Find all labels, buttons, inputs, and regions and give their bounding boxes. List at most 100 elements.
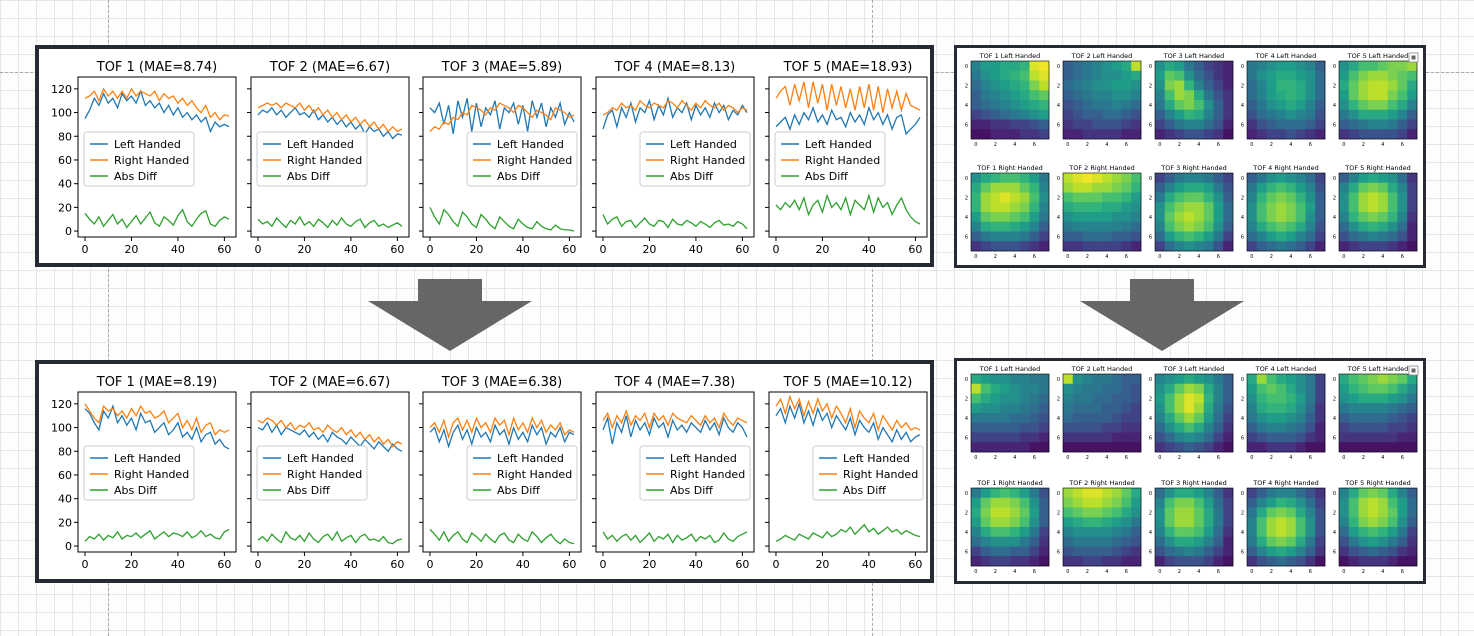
heatmap-cell [1295,383,1306,394]
heatmap-cell [1082,442,1093,453]
heatmap-cell [1111,527,1122,538]
heatmap-cell [1121,100,1132,111]
heatmap-cell [1387,488,1398,499]
heatmap-x-tick: 0 [1158,142,1161,148]
heatmap-cell [1247,442,1258,453]
subplot-title: TOF 3 (MAE=5.89) [441,60,563,75]
heatmap-cell [1010,129,1021,140]
heatmap-cell [1348,212,1359,223]
heatmap-cell [1397,422,1408,433]
heatmap-cell [1029,221,1040,232]
right-handed-line [602,99,748,116]
heatmap-cell [1010,422,1021,433]
heatmap-cell [1019,422,1030,433]
heatmap-y-tick: 2 [965,510,968,516]
heatmap-cell [1286,527,1297,538]
heatmap-cell [1155,231,1166,242]
heatmap-cell [990,403,1001,414]
heatmap-cell [1010,80,1021,91]
heatmap-cell [1131,212,1142,223]
heatmap-cell [971,432,982,443]
heatmap-cell [1039,90,1050,101]
legend-entry: Left Handed [670,138,737,151]
heatmap-cell [1029,202,1040,213]
heatmap-x-tick: 2 [994,142,997,148]
y-tick-label: 120 [51,83,72,96]
heatmap-cell [1194,442,1205,453]
heatmap-frame [1338,172,1418,252]
heatmap-cell [1305,432,1316,443]
heatmap-cell [1368,202,1379,213]
heatmap-cell [1010,61,1021,72]
heatmap-cell [1368,182,1379,193]
heatmap-cell [1029,432,1040,443]
heatmap-cell [980,422,991,433]
heatmap-cell [1029,100,1040,111]
heatmap-cell [1000,129,1011,140]
heatmap-cell [1029,173,1040,184]
heatmap-cell [1397,61,1408,72]
heatmap-y-tick: 0 [1149,491,1152,497]
heatmap-cell [1256,129,1267,140]
heatmap-x-tick: 4 [1013,254,1016,260]
heatmap-cell [1072,221,1083,232]
heatmap-cell [1184,241,1195,252]
heatmap-cell [1276,119,1287,130]
heatmap-cell [1348,536,1359,547]
heatmap-cell [1131,173,1142,184]
heatmap-cell [1348,413,1359,424]
heatmap-cell [1010,442,1021,453]
heatmap-cell [1092,413,1103,424]
heatmap-x-tick: 2 [1178,455,1181,461]
heatmap-cell [1174,517,1185,528]
heatmap-cell [1368,80,1379,91]
heatmap-cell [1203,556,1214,567]
heatmap-cell [1184,403,1195,414]
heatmap-cell [1305,192,1316,203]
heatmap-x-tick: 2 [1086,455,1089,461]
heatmap-cell [1082,173,1093,184]
heatmap-cell [1223,119,1234,130]
heatmap-cell [1131,182,1142,193]
heatmap-cell [1358,231,1369,242]
heatmap-cell [1203,80,1214,91]
heatmap-x-tick: 4 [1381,254,1384,260]
heatmap-cell [1155,422,1166,433]
heatmap-cell [1000,497,1011,508]
x-tick-label: 60 [390,558,404,571]
heatmap-cell [1358,507,1369,518]
heatmap-cell [971,556,982,567]
heatmap-x-tick: 6 [1217,455,1220,461]
heatmap-cell [1387,556,1398,567]
heatmap-cell [1019,413,1030,424]
heatmap-cell [1000,517,1011,528]
heatmap-cell [1397,383,1408,394]
y-tick-label: 100 [51,107,72,120]
heatmap-cell [1339,393,1350,404]
heatmap-cell [1111,403,1122,414]
heatmap-cell [1155,70,1166,81]
heatmap-cell [1194,192,1205,203]
heatmap-cell [1247,383,1258,394]
heatmap-cell [1256,192,1267,203]
heatmap-cell [1072,202,1083,213]
heatmap-cell [1387,221,1398,232]
heatmap-cell [1131,517,1142,528]
heatmap-cell [1121,241,1132,252]
heatmap-cell [1072,546,1083,557]
heatmap-cell [1082,527,1093,538]
heatmap-cell [990,507,1001,518]
heatmap-cell [1063,173,1074,184]
heatmap-cell [1194,413,1205,424]
heatmap-cell [1407,507,1418,518]
heatmap-cell [1339,212,1350,223]
heatmap-cell [1368,497,1379,508]
heatmap-cell [1295,241,1306,252]
heatmap-frame [1246,373,1326,453]
heatmap-cell [1358,383,1369,394]
right-handed-line [257,102,403,133]
